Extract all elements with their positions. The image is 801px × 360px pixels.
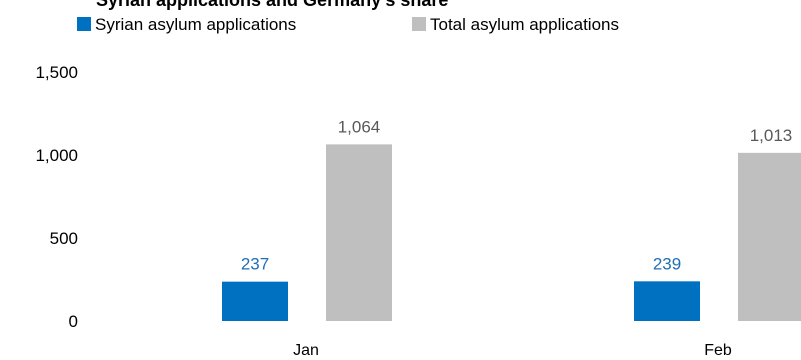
- data-labels: 237 1,064 239 1,013: [241, 117, 792, 273]
- y-tick-label: 1,500: [35, 63, 78, 82]
- chart-title: Syrian applications and Germany's share: [96, 0, 448, 10]
- x-axis: Jan Feb: [293, 342, 732, 359]
- y-tick-label: 1,000: [35, 146, 78, 165]
- legend-label-total: Total asylum applications: [430, 15, 619, 34]
- bar-jan-total: [326, 144, 392, 321]
- legend-swatch-total: [412, 17, 426, 31]
- bar-feb-total: [738, 152, 801, 321]
- x-category-label: Feb: [704, 342, 732, 359]
- legend: Syrian asylum applications Total asylum …: [77, 15, 619, 34]
- data-label-jan-total: 1,064: [338, 117, 381, 136]
- bars: [222, 144, 801, 321]
- legend-swatch-syrian: [77, 17, 91, 31]
- data-label-feb-total: 1,013: [750, 126, 793, 145]
- bar-jan-syrian: [222, 281, 288, 321]
- bar-feb-syrian: [634, 281, 700, 321]
- data-label-feb-syrian: 239: [653, 254, 681, 273]
- data-label-jan-syrian: 237: [241, 255, 269, 274]
- x-category-label: Jan: [293, 342, 319, 359]
- y-axis: 1,500 1,000 500 0: [35, 63, 78, 331]
- y-tick-label: 0: [69, 312, 78, 331]
- y-tick-label: 500: [50, 229, 78, 248]
- legend-label-syrian: Syrian asylum applications: [95, 15, 296, 34]
